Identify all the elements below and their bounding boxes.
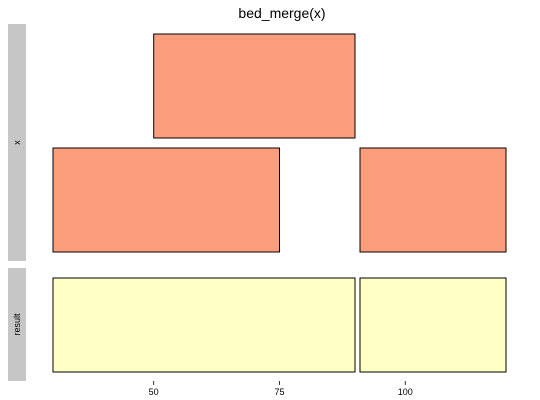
panel-strips: x result <box>8 24 26 381</box>
strip-label-result: result <box>12 313 22 336</box>
interval-rects <box>52 33 507 373</box>
strip-x <box>8 24 26 261</box>
x-tick-label-50: 50 <box>149 387 159 397</box>
interval-x-2 <box>359 147 507 253</box>
x-tick-label-75: 75 <box>274 387 284 397</box>
interval-result-0 <box>52 277 356 373</box>
x-axis: 50 75 100 <box>149 381 413 397</box>
x-tick-label-100: 100 <box>398 387 413 397</box>
strip-label-x: x <box>12 140 22 145</box>
interval-x-1 <box>52 147 280 253</box>
interval-x-0 <box>153 33 356 139</box>
chart-title: bed_merge(x) <box>238 5 325 21</box>
strip-result <box>8 268 26 381</box>
interval-result-1 <box>359 277 507 373</box>
